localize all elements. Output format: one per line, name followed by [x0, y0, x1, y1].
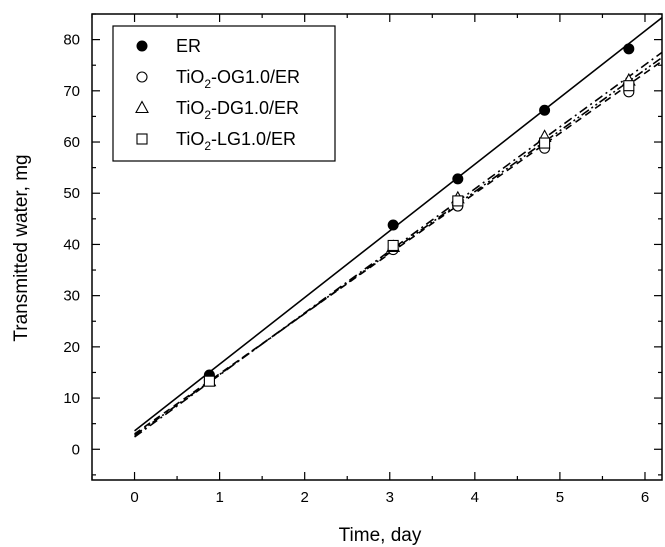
x-tick-label: 2 [301, 489, 309, 506]
y-tick-label: 80 [63, 32, 80, 49]
legend-label-main: TiO [176, 129, 204, 149]
y-tick-label: 0 [72, 441, 80, 458]
legend-label: TiO2-LG1.0/ER [176, 129, 296, 153]
data-point [623, 43, 635, 55]
y-tick-label: 60 [63, 134, 80, 151]
data-point [452, 195, 464, 207]
legend-label-subscript: 2 [204, 77, 211, 91]
data-point [539, 137, 551, 149]
y-tick-label: 50 [63, 185, 80, 202]
x-axis-title: Time, day [339, 525, 422, 546]
y-tick-label: 40 [63, 236, 80, 253]
data-point [452, 173, 464, 185]
x-tick-label: 1 [215, 489, 223, 506]
axes-layer [91, 13, 663, 481]
data-point [623, 80, 635, 92]
plot-frame [91, 13, 663, 481]
x-tick-label: 4 [471, 489, 479, 506]
legend-label: TiO2-DG1.0/ER [176, 98, 299, 122]
legend-marker [135, 100, 149, 114]
legend-label-main: TiO [176, 67, 204, 87]
legend-label-suffix: -DG1.0/ER [211, 98, 299, 118]
legend-marker [136, 71, 148, 83]
legend-label-suffix: -LG1.0/ER [211, 129, 296, 149]
x-tick-label: 6 [641, 489, 649, 506]
legend-marker [136, 40, 148, 52]
y-tick-label: 30 [63, 288, 80, 305]
y-tick-label: 10 [63, 390, 80, 407]
legend-label: TiO2-OG1.0/ER [176, 67, 300, 91]
x-tick-label: 3 [386, 489, 394, 506]
legend-label: ER [176, 36, 201, 56]
data-point [387, 219, 399, 231]
legend-label-suffix: -OG1.0/ER [211, 67, 300, 87]
data-point [539, 104, 551, 116]
y-tick-label: 20 [63, 339, 80, 356]
legend-label-main: ER [176, 36, 201, 56]
legend-label-main: TiO [176, 98, 204, 118]
fit-line [134, 56, 663, 437]
data-point [203, 375, 215, 387]
legend-label-subscript: 2 [204, 108, 211, 122]
legend: ERTiO2-OG1.0/ERTiO2-DG1.0/ERTiO2-LG1.0/E… [112, 25, 336, 162]
legend-label-subscript: 2 [204, 139, 211, 153]
data-point [387, 239, 399, 252]
y-axis-title: Transmitted water, mg [11, 154, 32, 341]
markers-layer [202, 43, 636, 387]
x-tick-label: 0 [130, 489, 138, 506]
legend-marker [136, 133, 148, 145]
x-tick-label: 5 [556, 489, 564, 506]
y-tick-label: 70 [63, 83, 80, 100]
legend-box [112, 25, 336, 162]
